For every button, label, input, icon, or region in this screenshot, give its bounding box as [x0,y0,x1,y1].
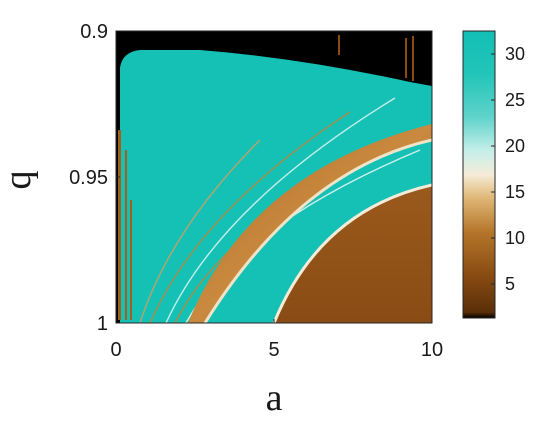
colorbar-tick-label: 30 [505,44,525,64]
colorbar-tick-label: 15 [505,182,525,202]
y-tick-label: 1 [97,313,108,335]
colorbar-tick-label: 25 [505,90,525,110]
colorbar-tick-label: 20 [505,136,525,156]
colorbar-tick-label: 5 [505,274,515,294]
colorbar-tick-label: 10 [505,228,525,248]
corner-edge [272,183,432,323]
region-brown-corner [274,185,432,323]
colorbar-frame [462,30,496,319]
colorbar: 5 10 15 20 25 30 [462,30,525,319]
band-edge [203,138,432,323]
x-tick-label: 0 [110,339,121,361]
y-axis-label: q [0,171,39,190]
region-brown-band [188,124,432,323]
y-tick-label: 0.9 [80,21,108,43]
y-ticks [116,30,120,324]
x-tick-label: 5 [268,339,279,361]
left-edge-specks [118,130,132,320]
plot-area [116,31,432,323]
x-tick-label: 10 [421,339,443,361]
x-axis-label: a [266,377,283,419]
x-ticks [115,319,433,323]
colorbar-ticks [491,53,495,285]
colorbar-gradient [463,31,495,318]
top-right-specks [338,35,414,81]
y-tick-label: 0.95 [69,167,108,189]
